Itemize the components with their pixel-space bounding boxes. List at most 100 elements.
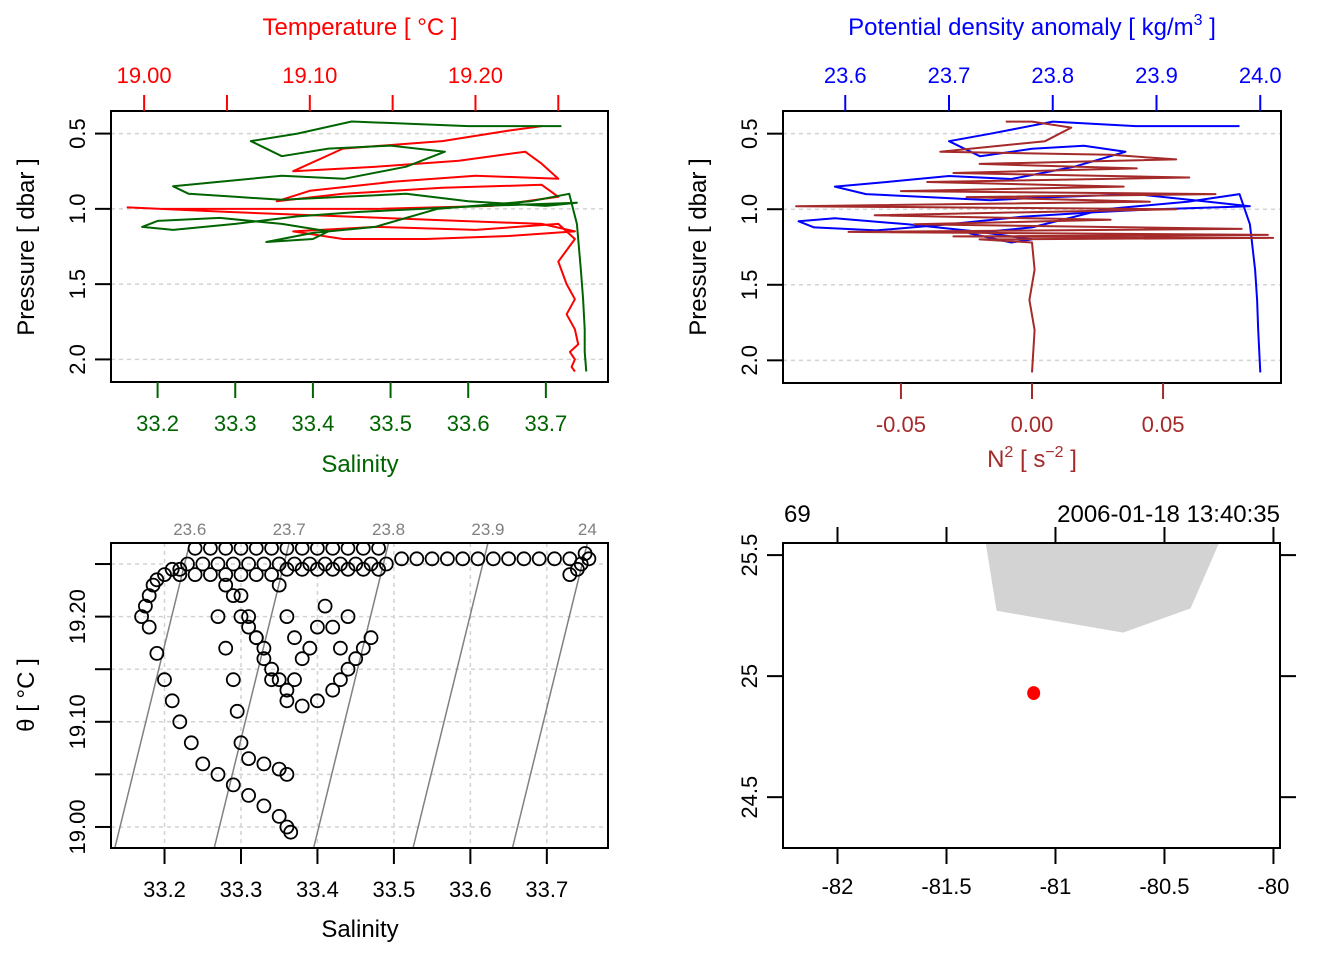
isopycnal-line [213,543,290,848]
data-point [149,572,165,588]
temperature-salinity-profile-panel: Temperature [ °C ] 19.00 19.10 19.20 33.2 3… [13,14,609,478]
station-time-label: 2006-01-18 13:40:35 [1057,501,1280,528]
data-point [218,640,234,656]
x-tick-label: -81.5 [921,874,971,899]
data-point [371,561,387,577]
y-tick-label: 25.5 [737,534,762,577]
data-point [256,651,272,667]
data-point [271,761,287,777]
data-point [363,630,379,646]
data-point [137,598,153,614]
top-tick-label: 19.20 [448,63,503,88]
y-tick-label: 19.10 [65,694,90,749]
data-point [279,682,295,698]
data-point [134,609,150,624]
bottom-tick-label: 33.5 [369,411,412,436]
isopycnal-label: 23.9 [471,520,504,539]
data-point [218,577,234,593]
data-point [279,609,295,624]
data-point [279,767,295,782]
x-tick-label: 33.7 [525,877,568,902]
data-point [180,556,195,572]
y-tick-label: 1.0 [737,194,762,225]
x-tick-label: 33.2 [143,877,186,902]
data-point [340,543,356,556]
salinity-axis: 33.2 33.3 33.4 33.5 33.6 33.7 [143,848,568,902]
y-axis-title: Pressure [ dbar ] [685,158,712,335]
data-point [264,567,280,582]
bottom-tick-label: 0.05 [1142,412,1185,437]
data-point [195,756,211,772]
data-point [325,561,341,577]
bottom-tick-label: 33.2 [136,411,179,436]
data-point [340,661,356,677]
isopycnal-label: 23.8 [372,520,405,539]
data-point [325,619,341,635]
profile-lines [126,120,588,373]
density-axis: 23.6 23.7 23.8 23.9 24.0 [824,63,1282,111]
data-point [394,551,410,567]
top-tick-label: 23.8 [1031,63,1074,88]
data-point [287,630,302,646]
isopycnal-line [114,543,191,848]
data-point [233,735,249,751]
temperature-axis: 19.00 19.10 19.20 [117,63,560,111]
data-point [271,672,287,688]
y-tick-label: 2.0 [65,344,90,375]
data-point [317,598,333,614]
data-point [562,567,578,582]
top-tick-label: 23.6 [824,63,867,88]
isopycnal-label: 23.7 [273,520,306,539]
y-tick-label: 0.5 [65,118,90,149]
data-point [485,551,501,567]
data-point [264,672,280,688]
map-frame [782,542,1281,849]
data-point [470,551,486,567]
data-point [371,543,386,556]
station-marker [1027,686,1041,701]
data-point [241,619,257,635]
data-point [187,543,203,556]
data-point [264,543,279,556]
data-point [229,703,245,719]
data-point [225,672,241,688]
data-point [210,556,226,572]
data-point [355,543,371,556]
pressure-axis: 0.5 1.0 1.5 2.0 [737,118,783,376]
pressure-axis: 0.5 1.0 1.5 2.0 [65,118,111,375]
data-point [218,567,234,582]
bottom-tick-label: -0.05 [876,412,926,437]
data-point [256,798,272,814]
y-axis-title: θ [ °C ] [13,658,40,732]
y-tick-label: 19.00 [65,799,90,854]
density-n2-profile-panel: Potential density anomaly [ kg/m3 ] 23.6… [685,12,1282,473]
series-line-salinity [141,120,588,372]
data-point [202,567,218,582]
data-point [279,543,295,556]
top-axis-title: Potential density anomaly [ kg/m3 ] [848,12,1216,41]
isopycnal-line [312,543,390,848]
x-tick-label: -81 [1040,874,1072,899]
isopycnal-labels: 23.6 23.7 23.8 23.9 24 [173,520,597,539]
data-point [233,609,249,624]
data-point [225,588,241,603]
data-point [164,561,180,577]
data-point [409,551,425,567]
data-point [157,672,172,688]
data-point [302,556,318,572]
data-point [256,756,272,772]
data-point [287,672,302,688]
data-point [332,640,348,656]
data-point [248,543,264,556]
data-point [340,561,356,577]
station-map-panel: -82 -81.5 -81 -80.5 -80 24.5 25 25.5 69 2006-01… [737,501,1296,899]
data-point [581,551,597,567]
salinity-axis: 33.2 33.3 33.4 33.5 33.6 33.7 [136,382,567,436]
data-point [378,556,394,572]
data-point [183,735,199,751]
data-point [141,619,157,635]
series-line-temperature [126,125,580,373]
x-tick-label: 33.5 [372,877,415,902]
data-point [355,561,371,577]
